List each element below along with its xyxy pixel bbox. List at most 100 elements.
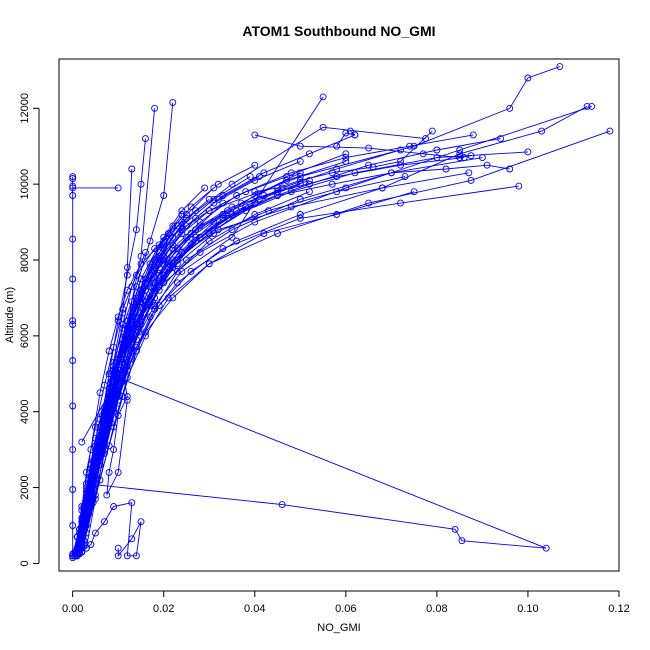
data-point [497, 135, 505, 143]
data-point [606, 127, 614, 135]
data-point [148, 298, 156, 306]
data-point [465, 169, 473, 177]
data-point [192, 237, 200, 245]
data-point [103, 491, 111, 499]
data-point [119, 321, 127, 328]
data-point [228, 180, 236, 188]
x-tick-label: 0.00 [62, 603, 83, 615]
data-point [80, 510, 88, 518]
data-point [110, 446, 118, 454]
data-point [82, 544, 90, 552]
data-point [467, 152, 475, 160]
data-point [178, 222, 186, 230]
data-point [264, 207, 272, 215]
data-point [365, 199, 373, 207]
series-line [85, 191, 415, 534]
series-38 [69, 161, 259, 560]
data-point [146, 237, 154, 245]
data-point [178, 267, 186, 275]
series-line [85, 185, 519, 549]
data-point [142, 248, 149, 256]
data-point [151, 294, 159, 302]
data-point [85, 487, 93, 495]
data-point [91, 453, 99, 461]
data-point [483, 161, 491, 169]
data-point [114, 389, 122, 397]
data-point [296, 195, 304, 203]
data-point [506, 165, 514, 173]
series-line [79, 151, 528, 549]
data-point [87, 487, 95, 495]
data-point [137, 518, 145, 526]
data-point [173, 245, 181, 253]
data-point [69, 522, 77, 529]
data-point [255, 173, 263, 181]
data-point [105, 468, 113, 476]
data-point [132, 336, 140, 344]
x-tick-label: 0.10 [517, 603, 538, 615]
data-point [397, 199, 404, 207]
data-point [342, 154, 350, 162]
series-line [79, 157, 483, 551]
data-point [132, 552, 140, 560]
data-point [114, 552, 122, 560]
data-point [69, 317, 77, 325]
data-point [319, 123, 327, 131]
data-point [219, 214, 227, 222]
data-point [251, 211, 259, 218]
data-point [123, 393, 131, 400]
data-point [82, 480, 90, 488]
data-point [160, 233, 168, 241]
data-point [378, 184, 386, 192]
data-point [123, 264, 131, 272]
y-tick-label: 2000 [19, 475, 31, 499]
data-point [319, 93, 327, 101]
series-45 [76, 180, 304, 556]
data-point [287, 169, 295, 177]
data-point [135, 328, 143, 336]
data-point [246, 173, 254, 181]
series-55 [333, 127, 359, 150]
data-point [128, 499, 136, 507]
data-point [73, 552, 81, 560]
data-point [155, 264, 163, 272]
data-point [333, 173, 341, 181]
data-point [69, 184, 77, 192]
data-point [69, 321, 77, 328]
series-1 [69, 173, 77, 558]
data-point [114, 374, 122, 382]
data-point [178, 230, 186, 237]
data-point [433, 146, 441, 154]
x-tick-label: 0.04 [244, 603, 265, 615]
data-point [164, 294, 172, 302]
y-tick-label: 0 [19, 560, 31, 566]
y-tick-label: 6000 [19, 324, 31, 348]
data-point [160, 245, 168, 253]
data-point [78, 438, 86, 446]
data-point [192, 214, 200, 222]
data-point [210, 199, 218, 207]
data-point [556, 63, 564, 71]
data-point [69, 175, 77, 182]
series-54 [251, 127, 436, 196]
series-line [254, 130, 433, 193]
data-point [114, 412, 122, 419]
data-point [103, 412, 111, 419]
data-point [160, 252, 168, 260]
data-point [242, 207, 250, 215]
series-20 [78, 199, 259, 552]
data-point [105, 347, 113, 355]
data-point [73, 544, 81, 552]
data-point [69, 552, 77, 560]
data-point [365, 161, 373, 169]
data-point [346, 127, 354, 135]
data-point [69, 402, 77, 410]
data-point [132, 313, 140, 321]
data-point [91, 461, 99, 469]
data-point [121, 336, 129, 344]
data-point [69, 182, 77, 190]
data-point [192, 207, 200, 215]
data-point [467, 176, 475, 184]
data-point [428, 127, 436, 135]
